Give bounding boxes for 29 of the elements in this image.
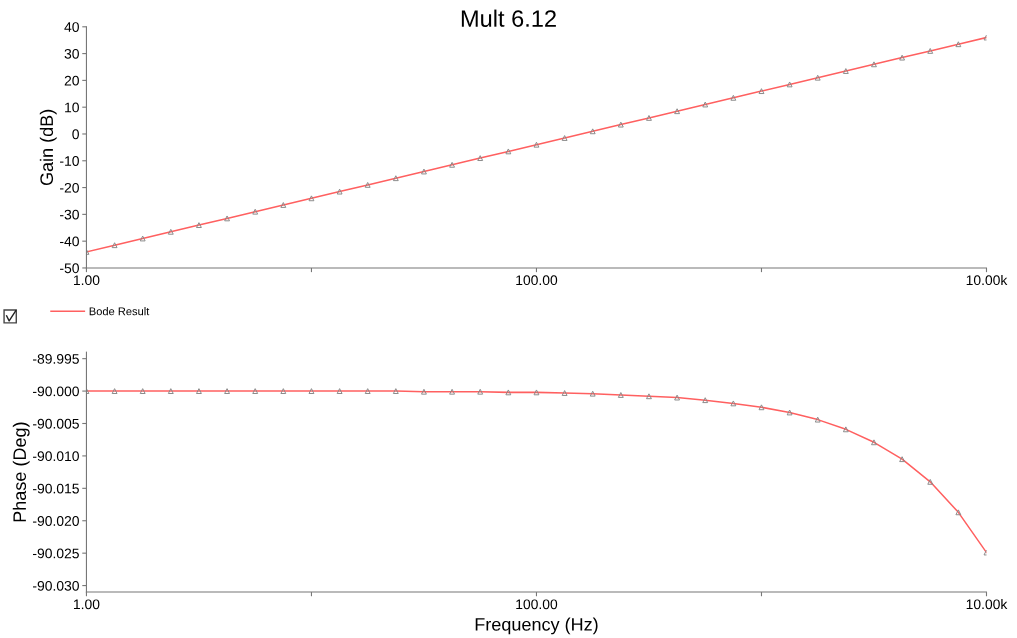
y-tick-label: -90.010	[33, 451, 79, 462]
y-tick-label: -90.005	[33, 418, 79, 429]
y-tick-label: -30	[60, 209, 79, 220]
y-tick-label: 40	[64, 22, 79, 32]
y-tick-label: 10	[65, 102, 79, 113]
x-tick-label: 1.00	[73, 599, 100, 610]
y-axis-title: Gain (dB)	[39, 109, 57, 186]
y-tick-label: -90.000	[33, 386, 79, 397]
x-tick-label: 10.00k	[966, 274, 1008, 286]
y-tick-label: -90.025	[33, 548, 79, 559]
y-tick-label: -89.995	[33, 353, 79, 364]
y-tick-label: -40	[60, 236, 79, 247]
y-tick-label: 0	[72, 129, 79, 140]
x-tick-label: 10.00k	[966, 599, 1008, 610]
y-tick-label: -90.015	[33, 483, 79, 494]
y-tick-label: 30	[64, 48, 79, 59]
x-tick-label: 100.00	[516, 275, 558, 286]
y-tick-label: -90.030	[33, 580, 79, 591]
x-axis-title: Frequency (Hz)	[475, 617, 598, 635]
x-tick-label: 1.00	[73, 275, 100, 286]
legend-label: Bode Result	[89, 307, 150, 316]
x-tick-label: 100.00	[516, 599, 558, 610]
y-tick-label: 20	[64, 75, 79, 86]
chart-title: Mult 6.12	[461, 9, 556, 27]
y-tick-label: -50	[60, 263, 79, 274]
y-axis-title: Phase (Deg)	[12, 422, 30, 522]
y-tick-label: -90.020	[33, 516, 79, 526]
y-tick-label: -20	[60, 182, 79, 193]
y-tick-label: -10	[60, 156, 79, 166]
